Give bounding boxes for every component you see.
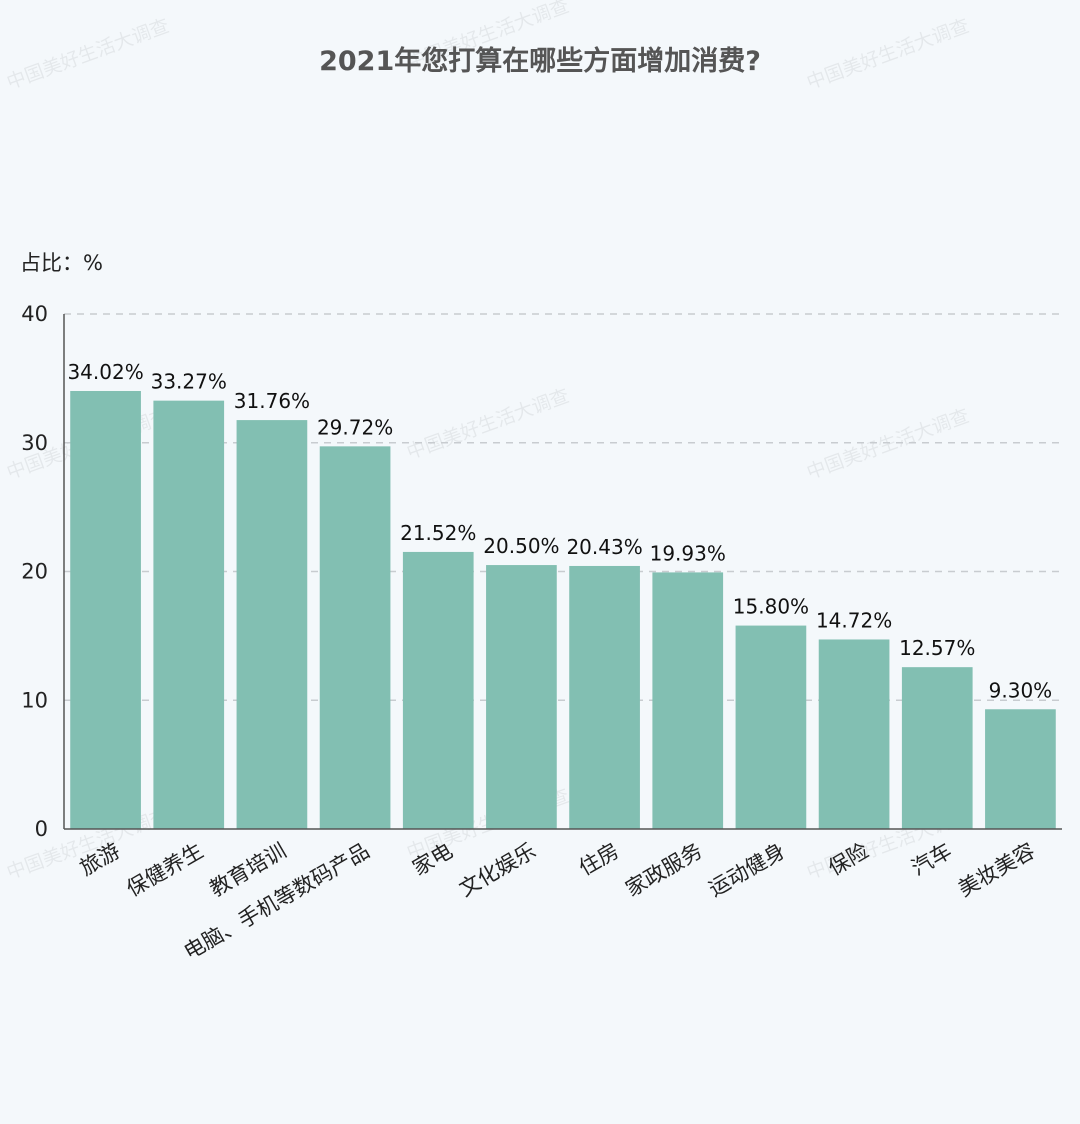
data-label: 14.72% xyxy=(816,608,892,632)
bar xyxy=(818,639,890,829)
bar xyxy=(319,446,391,829)
y-axis-unit-label: 占比：% xyxy=(20,251,103,275)
x-category-label: 美妆美容 xyxy=(954,839,1039,902)
x-category-label: 保健养生 xyxy=(123,839,208,902)
y-tick-label: 0 xyxy=(35,817,48,841)
y-axis-ticks: 0 10 20 30 40 xyxy=(21,302,48,841)
data-label: 19.93% xyxy=(650,541,726,565)
bar xyxy=(70,390,141,829)
bar xyxy=(486,565,557,829)
data-label: 34.02% xyxy=(67,360,143,384)
bar xyxy=(402,551,474,829)
watermark-text: 中国美好生活大调查 xyxy=(804,405,972,484)
bar xyxy=(901,667,973,829)
data-label: 20.43% xyxy=(566,535,642,559)
data-label: 15.80% xyxy=(733,595,809,619)
data-label: 33.27% xyxy=(151,370,227,394)
y-tick-label: 10 xyxy=(21,688,48,712)
y-tick-label: 40 xyxy=(21,302,48,326)
chart-title: 2021年您打算在哪些方面增加消费? xyxy=(319,45,761,77)
bars xyxy=(70,390,1056,829)
x-category-label: 运动健身 xyxy=(705,839,790,902)
watermark-text: 中国美好生活大调查 xyxy=(4,15,172,94)
data-label: 9.30% xyxy=(989,678,1053,702)
bar xyxy=(153,400,225,829)
data-label: 12.57% xyxy=(899,636,975,660)
y-tick-label: 20 xyxy=(21,560,48,584)
watermark-text: 中国美好生活大调查 xyxy=(804,15,972,94)
bar xyxy=(985,709,1056,829)
data-label: 20.50% xyxy=(483,534,559,558)
bar xyxy=(569,565,640,829)
y-tick-label: 30 xyxy=(21,431,48,455)
data-label: 29.72% xyxy=(317,415,393,439)
data-labels: 34.02% 33.27% 31.76% 29.72% 21.52% 20.50% 20.4… xyxy=(67,360,1052,702)
bar xyxy=(236,420,308,829)
gridlines xyxy=(64,313,1062,701)
bar xyxy=(652,572,724,829)
data-label: 21.52% xyxy=(400,521,476,545)
watermark-text: 中国美好生活大调查 xyxy=(404,385,572,464)
x-category-label: 文化娱乐 xyxy=(455,839,540,902)
x-category-label: 住房 xyxy=(575,839,623,881)
bar xyxy=(735,625,807,829)
data-label: 31.76% xyxy=(234,389,310,413)
x-category-label: 家政服务 xyxy=(622,839,707,902)
